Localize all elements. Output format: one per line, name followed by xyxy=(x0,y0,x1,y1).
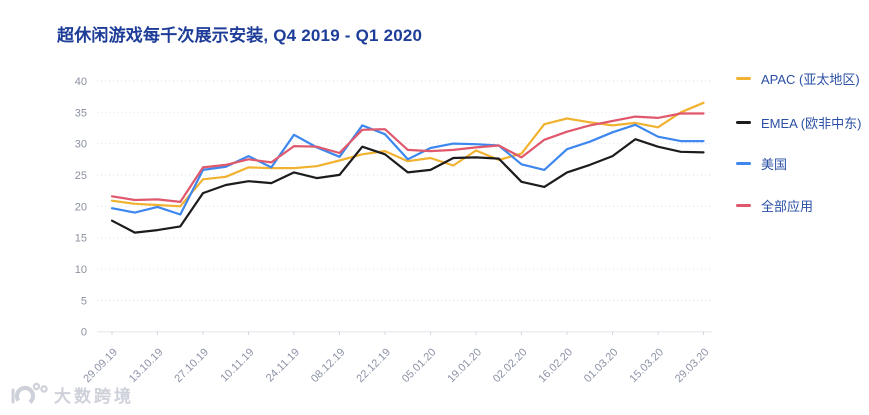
emea-line-swatch xyxy=(736,120,751,124)
svg-text:5: 5 xyxy=(81,295,87,307)
svg-text:35: 35 xyxy=(75,107,87,119)
svg-text:10: 10 xyxy=(75,264,87,276)
watermark-text: 大数跨境 xyxy=(54,387,134,406)
legend-label-all-apps: 全部应用 xyxy=(761,198,814,214)
svg-text:15: 15 xyxy=(75,233,87,245)
svg-text:05.01.20: 05.01.20 xyxy=(400,346,439,385)
svg-text:08.12.19: 08.12.19 xyxy=(309,346,348,385)
svg-text:19.01.20: 19.01.20 xyxy=(445,346,484,385)
svg-text:16.02.20: 16.02.20 xyxy=(536,346,575,385)
legend-label-usa: 美国 xyxy=(761,156,788,172)
legend-item-usa[interactable]: 美国 xyxy=(736,155,788,172)
svg-text:27.10.19: 27.10.19 xyxy=(172,346,211,385)
svg-text:24.11.19: 24.11.19 xyxy=(264,346,302,384)
svg-text:13.10.19: 13.10.19 xyxy=(127,346,166,385)
legend-item-apac[interactable]: APAC (亚太地区) xyxy=(736,70,860,87)
chart-title: 超休闲游戏每千次展示安装, Q4 2019 - Q1 2020 xyxy=(57,26,423,45)
svg-text:15.03.20: 15.03.20 xyxy=(627,346,666,385)
svg-text:22.12.19: 22.12.19 xyxy=(354,346,393,385)
svg-text:02.02.20: 02.02.20 xyxy=(491,346,530,385)
legend-item-all-apps[interactable]: 全部应用 xyxy=(736,197,814,214)
usa-line-swatch xyxy=(736,161,751,165)
svg-text:30: 30 xyxy=(75,139,87,151)
legend-label-emea: EMEA (欧非中东) xyxy=(761,115,862,131)
legend-label-apac: APAC (亚太地区) xyxy=(761,71,860,87)
svg-text:10.11.19: 10.11.19 xyxy=(218,346,256,384)
svg-text:01.03.20: 01.03.20 xyxy=(582,346,621,385)
watermark: 大数跨境 xyxy=(10,381,134,408)
legend-item-emea[interactable]: EMEA (欧非中东) xyxy=(736,114,862,131)
svg-text:20: 20 xyxy=(75,201,87,213)
apac-line-swatch xyxy=(736,76,751,80)
svg-text:25: 25 xyxy=(75,170,87,182)
watermark-logo-icon xyxy=(11,382,48,407)
svg-text:29.03.20: 29.03.20 xyxy=(673,346,712,385)
svg-text:40: 40 xyxy=(75,76,87,88)
svg-text:0: 0 xyxy=(81,327,87,339)
all-apps-line-swatch xyxy=(736,203,751,207)
svg-text:29.09.19: 29.09.19 xyxy=(81,346,120,385)
